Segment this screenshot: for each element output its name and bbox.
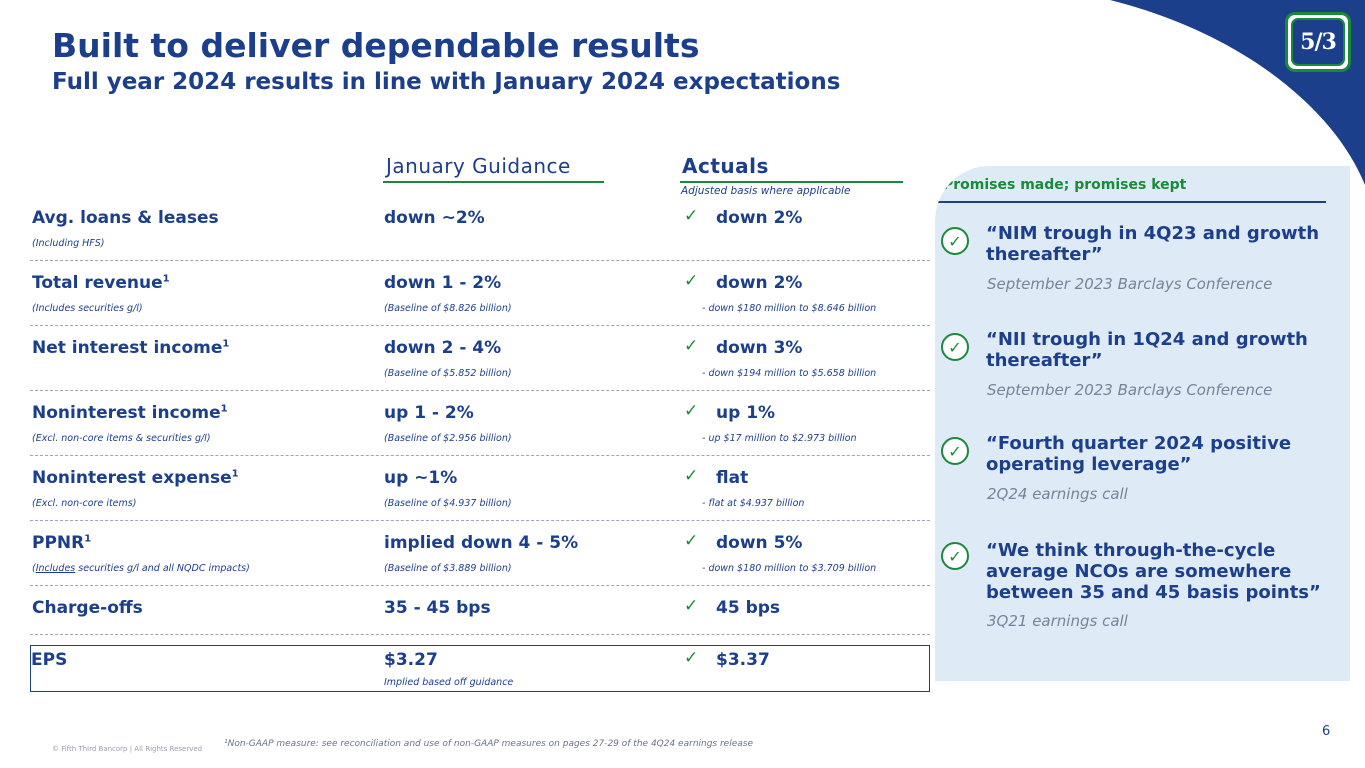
table-row: Charge-offs 35 - 45 bps ✓ 45 bps bbox=[30, 586, 930, 635]
check-circle-icon: ✓ bbox=[941, 333, 969, 361]
metric-label: Charge-offs bbox=[32, 598, 143, 618]
company-logo: 5/3 bbox=[1285, 12, 1351, 72]
actual-value: down 5% bbox=[716, 533, 803, 553]
guidance-baseline: (Baseline of $4.937 billion) bbox=[384, 498, 512, 509]
metric-sublabel: (Includes securities g/l and all NQDC im… bbox=[32, 563, 250, 574]
promise-source: 2Q24 earnings call bbox=[987, 485, 1128, 503]
footnote-marker: 1 bbox=[222, 338, 230, 350]
promise-quote: “Fourth quarter 2024 positive operating … bbox=[986, 433, 1292, 475]
actual-detail: - down $180 million to $3.709 billion bbox=[702, 563, 877, 574]
metric-label: Noninterest expense1 bbox=[32, 468, 239, 488]
promise-quote: “NII trough in 1Q24 and growth thereafte… bbox=[986, 329, 1308, 371]
panel-divider bbox=[935, 201, 1326, 203]
metric-sublabel: (Including HFS) bbox=[32, 238, 105, 249]
actual-value: down 3% bbox=[716, 338, 803, 358]
actual-value: down 2% bbox=[716, 273, 803, 293]
table-row: Noninterest income1 (Excl. non-core item… bbox=[30, 391, 930, 456]
table-row: Net interest income1 down 2 - 4% (Baseli… bbox=[30, 326, 930, 391]
guidance-baseline: (Baseline of $3.889 billion) bbox=[384, 563, 512, 574]
guidance-value: up ~1% bbox=[384, 468, 458, 488]
metric-label: EPS bbox=[31, 650, 68, 670]
guidance-baseline: Implied based off guidance bbox=[384, 677, 514, 688]
guidance-value: down 2 - 4% bbox=[384, 338, 502, 358]
actuals-column-header: Actuals bbox=[682, 154, 769, 178]
metric-sublabel: (Excl. non-core items & securities g/l) bbox=[32, 433, 211, 444]
actuals-header-underline bbox=[680, 181, 903, 183]
table-row: Total revenue1 (Includes securities g/l)… bbox=[30, 261, 930, 326]
promises-panel: Promises made; promises kept ✓ “NIM trou… bbox=[935, 166, 1350, 681]
table-row: Noninterest expense1 (Excl. non-core ite… bbox=[30, 456, 930, 521]
copyright: © Fifth Third Bancorp | All Rights Reser… bbox=[52, 745, 203, 753]
actual-value: 45 bps bbox=[716, 598, 781, 618]
guidance-value: 35 - 45 bps bbox=[384, 598, 491, 618]
footnote-marker: 1 bbox=[231, 468, 239, 480]
check-circle-icon: ✓ bbox=[941, 542, 969, 570]
footnote-marker: 1 bbox=[220, 403, 228, 415]
actual-value: up 1% bbox=[716, 403, 776, 423]
metric-label: PPNR1 bbox=[32, 533, 92, 553]
promise-quote: “We think through-the-cycle average NCOs… bbox=[986, 540, 1321, 603]
guidance-baseline: (Baseline of $2.956 billion) bbox=[384, 433, 512, 444]
promise-source: September 2023 Barclays Conference bbox=[987, 275, 1273, 293]
table-row: PPNR1 (Includes securities g/l and all N… bbox=[30, 521, 930, 586]
metric-label: Avg. loans & leases bbox=[32, 208, 219, 228]
page-subtitle: Full year 2024 results in line with Janu… bbox=[52, 69, 841, 95]
checkmark-icon: ✓ bbox=[684, 271, 699, 291]
metric-label: Net interest income1 bbox=[32, 338, 230, 358]
guidance-baseline: (Baseline of $8.826 billion) bbox=[384, 303, 512, 314]
checkmark-icon: ✓ bbox=[684, 531, 699, 551]
footnote-marker: 1 bbox=[84, 533, 92, 545]
footnote-marker: 1 bbox=[162, 273, 170, 285]
actuals-note: Adjusted basis where applicable bbox=[681, 185, 851, 197]
guidance-value: down ~2% bbox=[384, 208, 485, 228]
page-title: Built to deliver dependable results bbox=[52, 26, 700, 65]
check-circle-icon: ✓ bbox=[941, 437, 969, 465]
checkmark-icon: ✓ bbox=[684, 648, 699, 668]
metric-label: Total revenue1 bbox=[32, 273, 170, 293]
checkmark-icon: ✓ bbox=[684, 206, 699, 226]
eps-row: EPS $3.27 Implied based off guidance ✓ $… bbox=[30, 645, 930, 692]
actual-detail: - down $194 million to $5.658 billion bbox=[702, 368, 877, 379]
checkmark-icon: ✓ bbox=[684, 401, 699, 421]
metric-sublabel: (Includes securities g/l) bbox=[32, 303, 143, 314]
promise-quote: “NIM trough in 4Q23 and growth thereafte… bbox=[986, 223, 1320, 265]
actual-value: $3.37 bbox=[716, 650, 770, 670]
promise-source: September 2023 Barclays Conference bbox=[987, 381, 1273, 399]
page-number: 6 bbox=[1322, 724, 1331, 739]
actual-value: down 2% bbox=[716, 208, 803, 228]
actual-detail: - down $180 million to $8.646 billion bbox=[702, 303, 877, 314]
results-table: Avg. loans & leases (Including HFS) down… bbox=[30, 196, 930, 692]
guidance-header-underline bbox=[383, 181, 604, 183]
table-row: Avg. loans & leases (Including HFS) down… bbox=[30, 196, 930, 261]
actual-detail: - flat at $4.937 billion bbox=[702, 498, 805, 509]
check-circle-icon: ✓ bbox=[941, 227, 969, 255]
actual-value: flat bbox=[716, 468, 749, 488]
metric-sublabel: (Excl. non-core items) bbox=[32, 498, 137, 509]
guidance-value: implied down 4 - 5% bbox=[384, 533, 579, 553]
checkmark-icon: ✓ bbox=[684, 466, 699, 486]
guidance-baseline: (Baseline of $5.852 billion) bbox=[384, 368, 512, 379]
checkmark-icon: ✓ bbox=[684, 336, 699, 356]
guidance-value: up 1 - 2% bbox=[384, 403, 474, 423]
checkmark-icon: ✓ bbox=[684, 596, 699, 616]
promise-source: 3Q21 earnings call bbox=[987, 612, 1128, 630]
guidance-value: down 1 - 2% bbox=[384, 273, 502, 293]
metric-label: Noninterest income1 bbox=[32, 403, 228, 423]
actual-detail: - up $17 million to $2.973 billion bbox=[702, 433, 857, 444]
logo-mark: 5/3 bbox=[1291, 18, 1345, 66]
guidance-column-header: January Guidance bbox=[386, 154, 571, 178]
guidance-value: $3.27 bbox=[384, 650, 438, 670]
panel-heading: Promises made; promises kept bbox=[943, 177, 1187, 193]
footnote: ¹Non-GAAP measure: see reconciliation an… bbox=[224, 739, 754, 749]
